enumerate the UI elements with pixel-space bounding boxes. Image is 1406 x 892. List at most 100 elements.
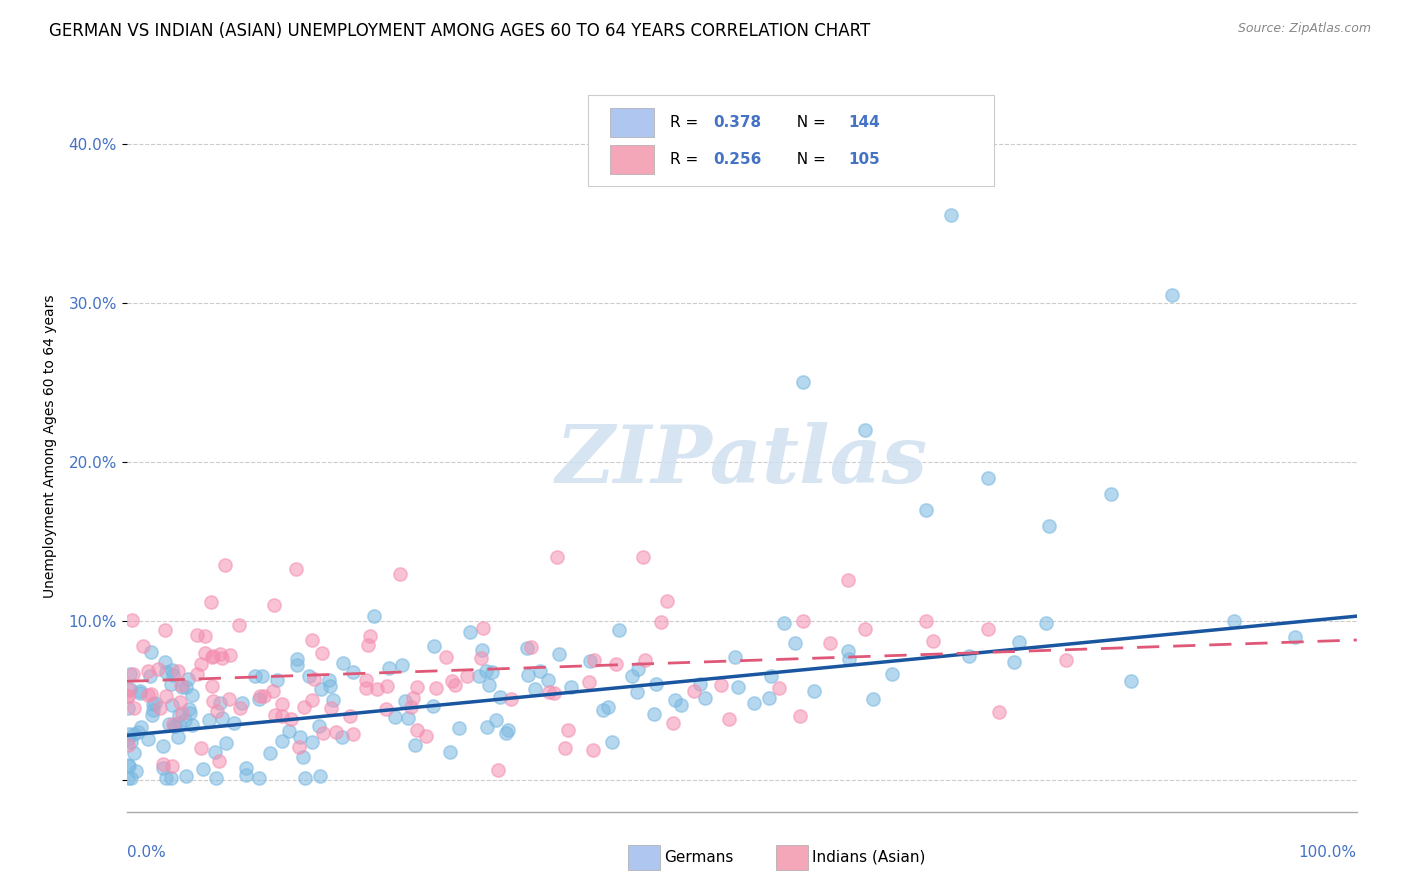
Point — [141, 708, 163, 723]
Point — [650, 615, 672, 629]
Point — [117, 701, 139, 715]
Point — [342, 665, 364, 679]
Point — [205, 704, 228, 718]
Point — [319, 701, 342, 715]
Point — [278, 723, 301, 738]
Point — [689, 677, 711, 691]
Point — [768, 681, 790, 696]
Point — [117, 772, 139, 786]
Point — [644, 677, 666, 691]
Point — [263, 598, 285, 612]
Point — [626, 685, 648, 699]
Point — [169, 695, 191, 709]
Point — [423, 639, 446, 653]
Point — [988, 705, 1011, 719]
Point — [308, 718, 330, 732]
Point — [118, 726, 141, 740]
Point — [388, 566, 411, 581]
Point — [582, 743, 605, 757]
Point — [301, 735, 323, 749]
Point — [308, 769, 330, 783]
Point — [481, 665, 503, 680]
Point — [444, 678, 467, 692]
Point — [332, 730, 354, 744]
Point — [792, 614, 814, 628]
Point — [758, 691, 780, 706]
Point — [405, 723, 427, 738]
Point — [138, 689, 160, 703]
Point — [543, 686, 565, 700]
Point — [318, 673, 340, 687]
Point — [921, 633, 943, 648]
Point — [208, 754, 231, 768]
Point — [322, 692, 344, 706]
Point — [583, 653, 606, 667]
Point — [579, 654, 602, 668]
Text: Source: ZipAtlas.com: Source: ZipAtlas.com — [1237, 22, 1371, 36]
Point — [160, 772, 183, 786]
Point — [280, 712, 302, 726]
Point — [499, 691, 522, 706]
Point — [792, 376, 814, 390]
Point — [401, 700, 423, 714]
Text: ZIPatlas: ZIPatlas — [555, 422, 928, 500]
Point — [157, 717, 180, 731]
Point — [621, 669, 644, 683]
Point — [1038, 518, 1060, 533]
Point — [160, 698, 183, 712]
Point — [976, 622, 998, 636]
Point — [375, 702, 398, 716]
Point — [471, 622, 494, 636]
Point — [554, 741, 576, 756]
Point — [661, 716, 683, 731]
Point — [342, 727, 364, 741]
Point — [669, 698, 692, 713]
Point — [235, 761, 257, 775]
Point — [218, 692, 240, 706]
Point — [693, 690, 716, 705]
Point — [853, 622, 876, 636]
FancyBboxPatch shape — [776, 845, 808, 870]
Point — [404, 738, 426, 752]
Point — [202, 693, 225, 707]
Point — [271, 709, 294, 723]
Point — [489, 690, 512, 705]
Point — [271, 734, 294, 748]
Point — [915, 614, 938, 628]
Point — [727, 681, 749, 695]
Point — [1223, 614, 1246, 628]
Point — [325, 725, 347, 739]
Point — [160, 663, 183, 677]
Point — [163, 719, 186, 733]
Point — [162, 717, 184, 731]
Point — [141, 645, 163, 659]
Point — [363, 609, 385, 624]
Text: N =: N = — [787, 152, 831, 167]
Point — [208, 648, 231, 662]
Point — [882, 667, 904, 681]
Point — [120, 772, 142, 786]
Point — [186, 627, 208, 641]
Point — [976, 471, 998, 485]
Point — [138, 669, 160, 683]
Point — [174, 713, 197, 727]
Point — [162, 668, 184, 682]
Point — [529, 665, 551, 679]
Point — [146, 662, 169, 676]
Point — [783, 635, 806, 649]
Point — [470, 650, 492, 665]
Point — [939, 209, 962, 223]
Point — [152, 756, 174, 771]
Point — [1035, 616, 1057, 631]
Point — [235, 768, 257, 782]
Point — [655, 594, 678, 608]
Point — [724, 649, 747, 664]
Point — [122, 667, 145, 681]
Point — [153, 623, 176, 637]
Point — [394, 694, 416, 708]
Point — [149, 700, 172, 714]
Point — [598, 700, 620, 714]
Point — [471, 643, 494, 657]
Point — [142, 702, 165, 716]
Point — [1054, 653, 1077, 667]
